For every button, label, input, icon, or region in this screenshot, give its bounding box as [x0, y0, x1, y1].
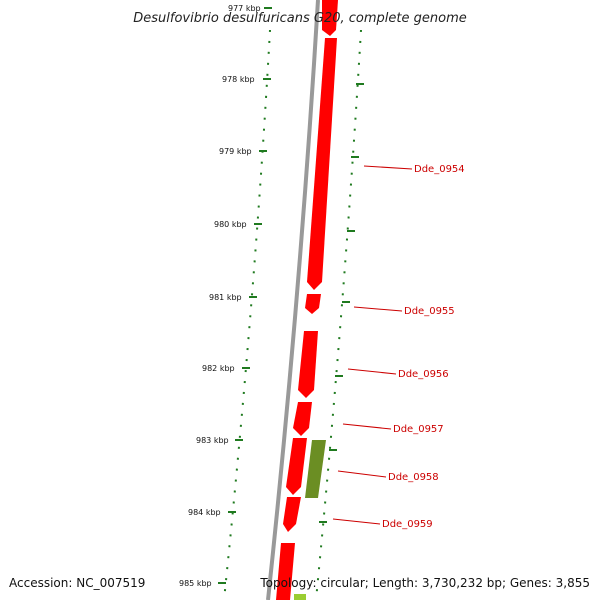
- gene-label[interactable]: Dde_0959: [382, 519, 433, 530]
- accession-text: Accession: NC_007519: [9, 576, 146, 590]
- gene-label[interactable]: Dde_0955: [404, 306, 455, 317]
- gene-arrow: [307, 38, 337, 290]
- gene-arrow: [298, 331, 318, 398]
- gene-label[interactable]: Dde_0957: [393, 424, 444, 435]
- gene-arrow: [322, 0, 338, 36]
- gene-arrow: [276, 543, 295, 600]
- gene-label[interactable]: Dde_0954: [414, 164, 465, 175]
- gene-labels: Dde_0954 Dde_0955 Dde_0956 Dde_0957 Dde_…: [382, 164, 465, 530]
- gene-arrow: [305, 294, 321, 314]
- tick-label: 983 kbp: [196, 436, 229, 445]
- gene-label[interactable]: Dde_0958: [388, 472, 439, 483]
- tick-labels: 977 kbp 978 kbp 979 kbp 980 kbp 981 kbp …: [179, 4, 261, 588]
- left-track-ticks: [218, 7, 272, 584]
- tick-label: 985 kbp: [179, 579, 212, 588]
- tick-label: 980 kbp: [214, 220, 247, 229]
- genome-backbone: [266, 0, 320, 600]
- tick-label: 979 kbp: [219, 147, 252, 156]
- gene-arrow: [293, 402, 312, 436]
- tick-label: 982 kbp: [202, 364, 235, 373]
- tick-label: 978 kbp: [222, 75, 255, 84]
- map-title: Desulfovibrio desulfuricans G20, complet…: [133, 11, 467, 26]
- tick-label: 977 kbp: [228, 4, 261, 13]
- scale-track-left: [223, 29, 271, 600]
- gene-arrow: [286, 438, 307, 495]
- right-track-ticks: [319, 83, 364, 523]
- rna-feature: [294, 594, 306, 600]
- gene-label[interactable]: Dde_0956: [398, 369, 449, 380]
- tick-label: 984 kbp: [188, 508, 221, 517]
- tick-label: 981 kbp: [209, 293, 242, 302]
- gene-arrow-reverse: [305, 440, 326, 498]
- label-leader-lines: [332, 165, 413, 525]
- topology-text: Topology: circular; Length: 3,730,232 bp…: [260, 576, 590, 590]
- gene-arrow: [283, 497, 301, 532]
- gene-features: [276, 0, 338, 600]
